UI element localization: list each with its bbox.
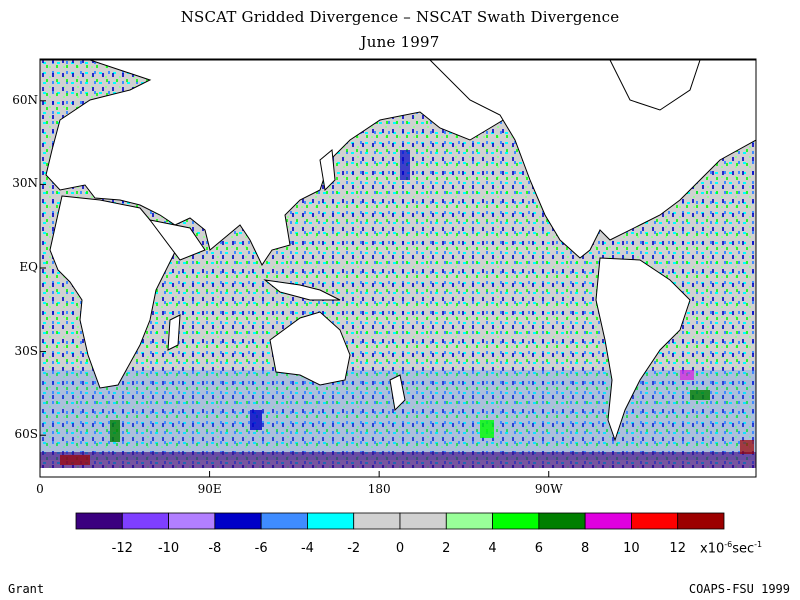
madagascar: [167, 314, 181, 351]
colorbar-tick-label: 2: [442, 541, 451, 556]
colorbar-tick-label: 6: [534, 541, 543, 556]
unit-suffix-exponent: -1: [754, 540, 763, 549]
lat-tick-marks: [40, 100, 46, 436]
colorbar-swatch: [445, 512, 493, 530]
author-credit: Grant: [8, 582, 45, 596]
arabia: [148, 219, 206, 261]
colorbar-tick-label: 0: [395, 541, 405, 556]
colorbar-tick-label: 8: [581, 541, 590, 556]
unit-prefix: x10: [700, 541, 725, 557]
north-america: [428, 59, 756, 259]
eurasia: [40, 59, 561, 267]
lat-tick-label: EQ: [19, 260, 38, 274]
colorbar-tick-label: -12: [111, 541, 133, 556]
unit-exponent: -6: [724, 540, 733, 549]
colorbar-swatch: [260, 512, 308, 530]
lon-tick-label: 0: [36, 482, 44, 496]
colorbar-tick-label: -2: [347, 541, 361, 556]
greenland: [609, 59, 701, 111]
plot-title: NSCAT Gridded Divergence – NSCAT Swath D…: [180, 8, 620, 26]
colorbar-swatch: [121, 512, 169, 530]
colorbar: [75, 512, 725, 530]
lon-tick-label: 180: [367, 482, 391, 496]
colorbar-tick-label: 4: [488, 541, 497, 556]
colorbar-swatch: [168, 512, 216, 530]
colorbar-swatch: [214, 512, 262, 530]
colorbar-swatch: [492, 512, 540, 530]
colorbar-swatch: [677, 512, 725, 530]
lat-tick-label: 60S: [14, 427, 39, 442]
japan: [319, 149, 336, 192]
colorbar-swatch: [631, 512, 679, 530]
indonesia: [263, 279, 341, 301]
new-zealand: [389, 374, 406, 412]
colorbar-tick-label: -10: [157, 541, 180, 556]
colorbar-tick-label: 10: [623, 541, 640, 556]
colorbar-swatch: [307, 512, 355, 530]
colorbar-swatch: [75, 512, 123, 530]
land-masses: [40, 59, 756, 442]
south-america: [595, 257, 691, 442]
colorbar-swatch: [584, 512, 632, 530]
australia: [269, 311, 351, 386]
colorbar-tick-label: -4: [300, 541, 314, 556]
africa: [49, 195, 177, 389]
colorbar-tick-label: -6: [254, 541, 268, 556]
institution-credit: COAPS-FSU 1999: [688, 582, 790, 596]
antarctic-edge: [40, 452, 756, 470]
lat-tick-label: 60N: [12, 92, 38, 107]
colorbar-tick-label: 12: [669, 541, 686, 556]
unit-suffix: sec: [732, 541, 755, 557]
lon-tick-marks: [39, 471, 550, 477]
colorbar-tick-label: -8: [208, 541, 222, 556]
colorbar-swatch: [399, 512, 447, 530]
divergence-patches: [60, 150, 754, 465]
colorbar-swatch: [353, 512, 401, 530]
lat-tick-label: 30N: [12, 176, 38, 191]
plot-subtitle: June 1997: [360, 33, 440, 51]
colorbar-unit: x10-6sec-1: [700, 540, 762, 556]
antarctica: [40, 468, 756, 477]
lon-tick-label: 90W: [534, 482, 563, 496]
colorbar-swatch: [538, 512, 586, 530]
lat-tick-label: 30S: [14, 343, 39, 358]
lon-tick-label: 90E: [197, 482, 222, 496]
